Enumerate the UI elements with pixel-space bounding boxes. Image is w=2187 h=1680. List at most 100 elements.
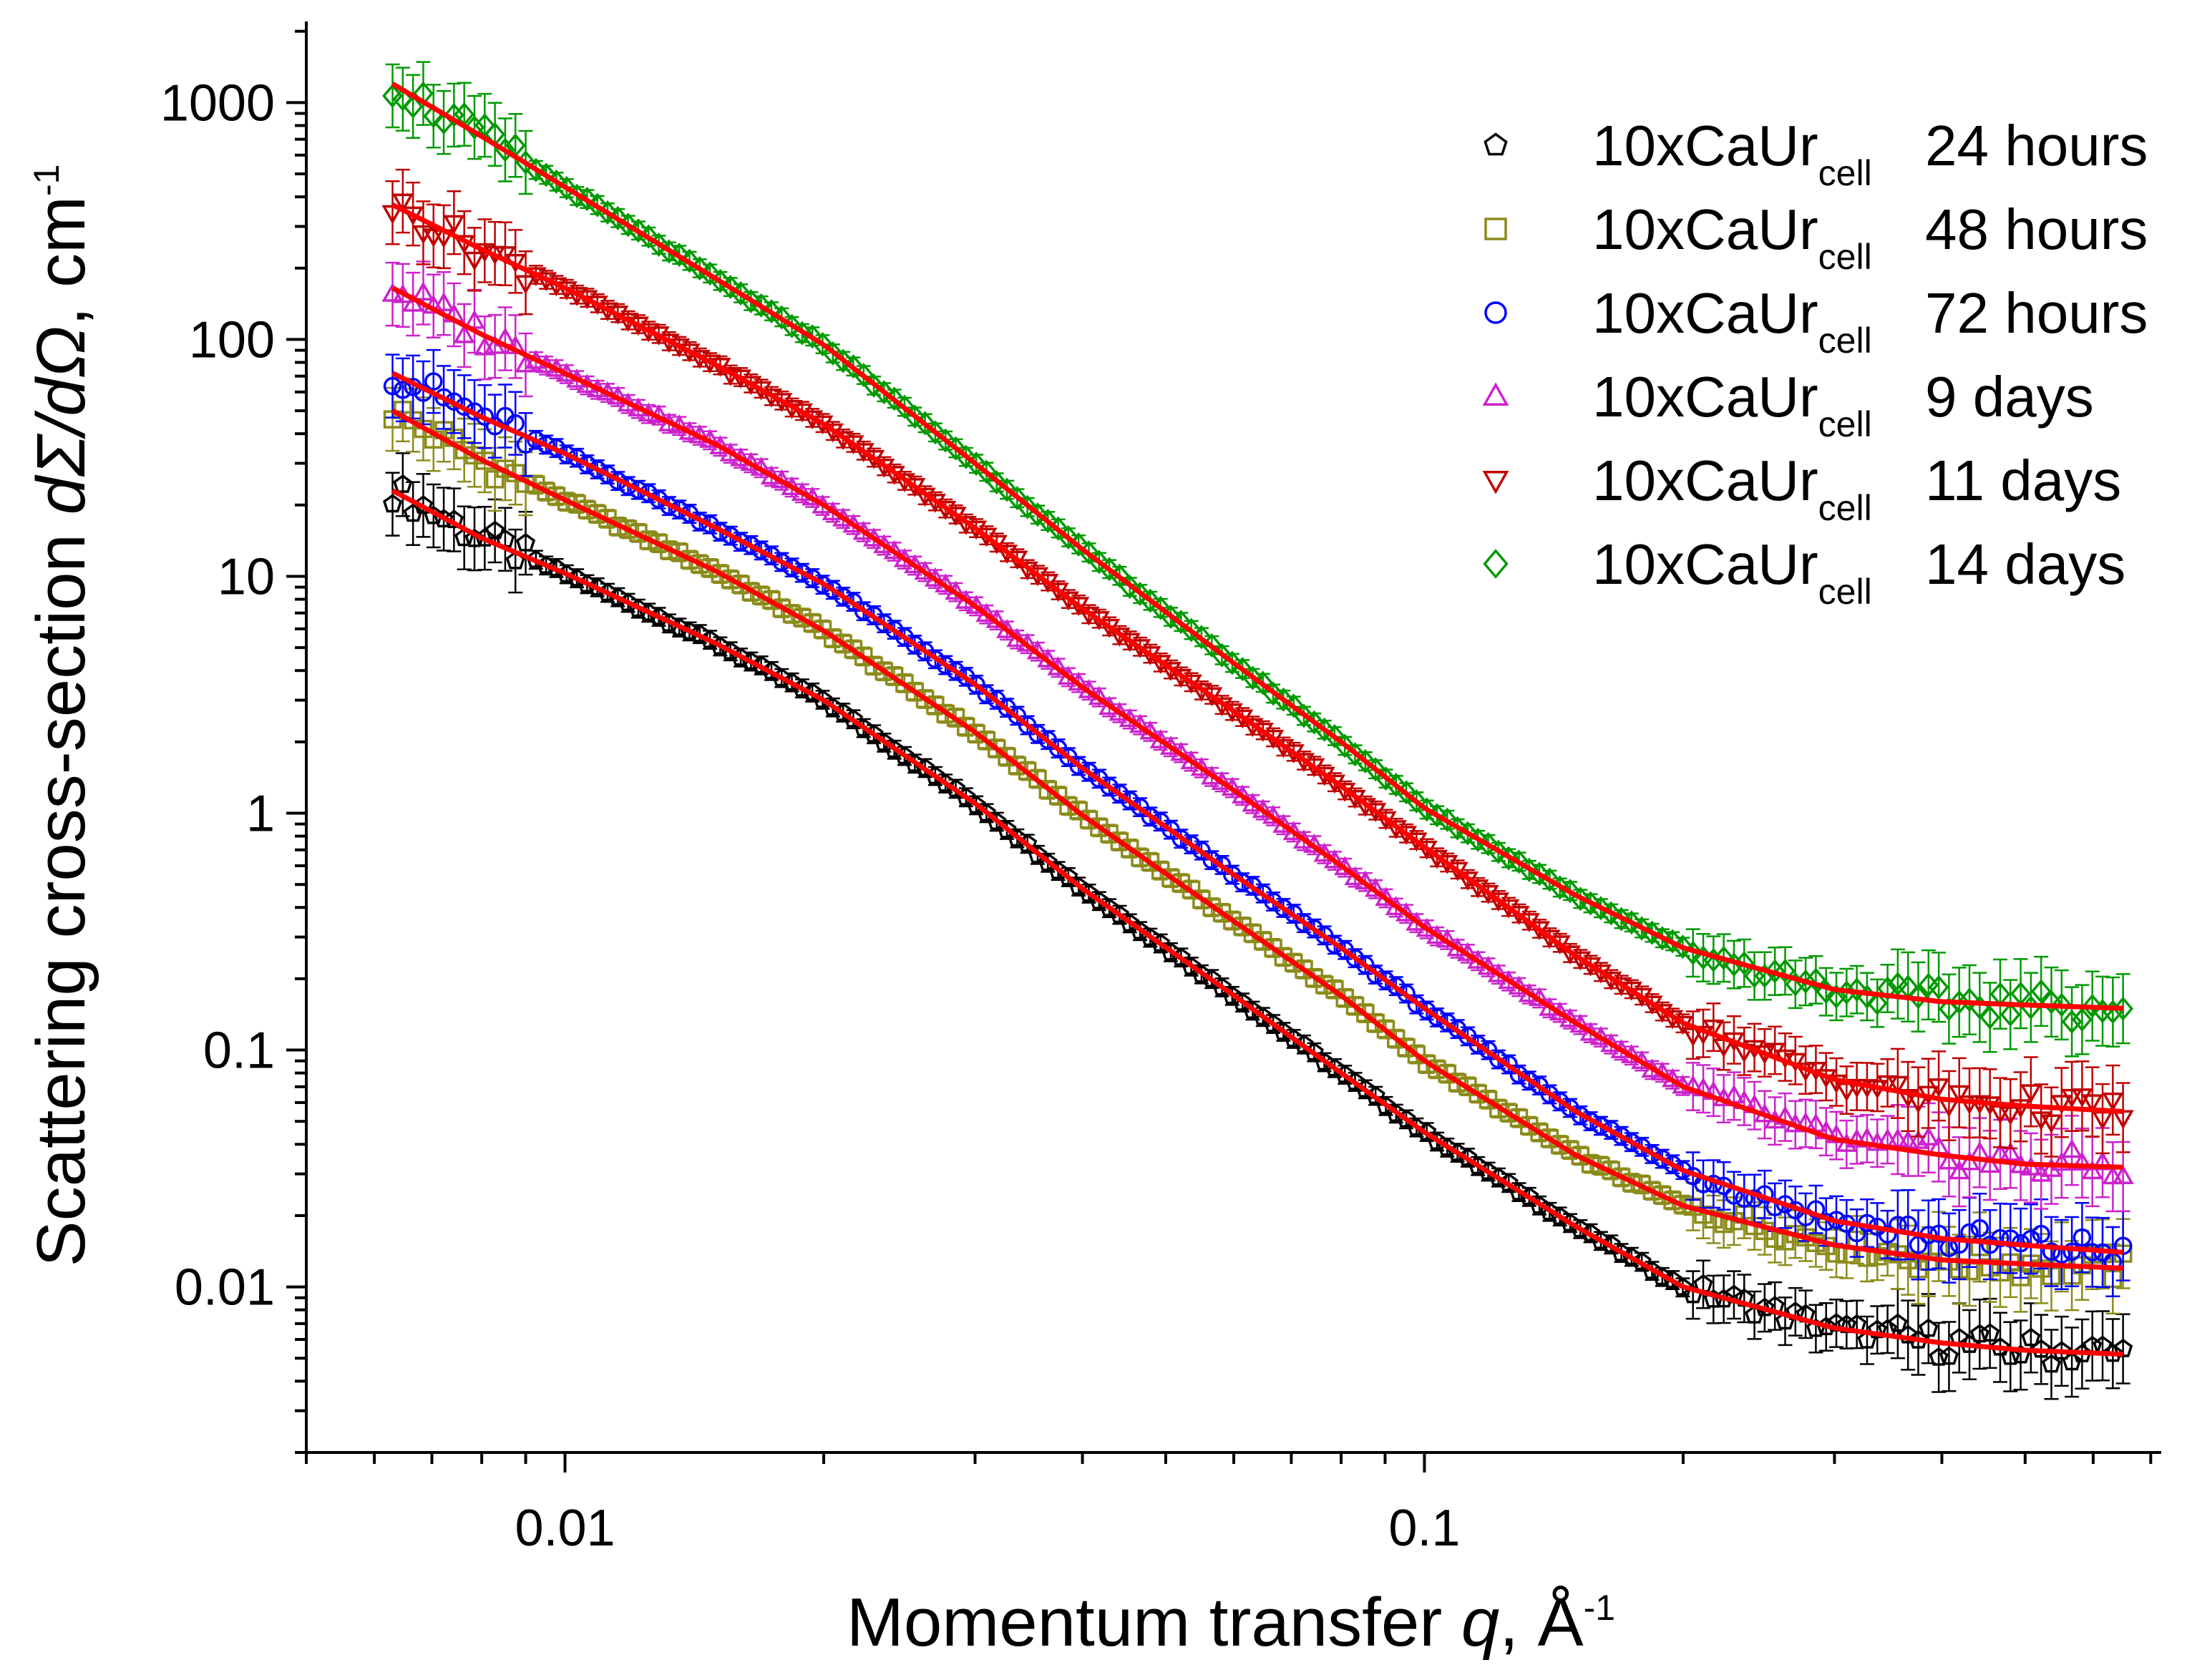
- data-point: [1622, 1173, 1641, 1192]
- data-point: [1919, 1318, 1939, 1337]
- data-point: [957, 717, 975, 736]
- data-point: [782, 605, 802, 623]
- data-point: [403, 503, 423, 522]
- data-point: [1028, 725, 1047, 743]
- data-point: [1755, 1221, 1774, 1241]
- data-point: [1325, 935, 1344, 954]
- data-point: [1949, 990, 1970, 1015]
- data-point: [2020, 1084, 2042, 1104]
- data-point: [2071, 1151, 2093, 1171]
- data-point: [1979, 1005, 2001, 1030]
- data-point: [711, 565, 730, 583]
- data-point: [1948, 1160, 1970, 1180]
- data-point: [1141, 807, 1160, 826]
- legend-marker: [1483, 549, 1509, 579]
- data-point: [464, 115, 485, 140]
- legend-item-3: 10xCaUrcell 9 days: [1482, 365, 2094, 444]
- data-point: [1233, 873, 1252, 892]
- data-point: [2040, 1114, 2062, 1134]
- legend-subscript: cell: [1818, 237, 1872, 277]
- y-axis-title-sup: -1: [26, 165, 67, 196]
- data-point: [1877, 976, 1898, 1001]
- data-point: [2042, 1242, 2061, 1261]
- data-point: [936, 704, 955, 723]
- data-point: [741, 582, 761, 601]
- data-point: [1908, 985, 1929, 1010]
- data-point: [2103, 1343, 2123, 1362]
- data-point: [1509, 1065, 1529, 1084]
- data-point: [1878, 1225, 1897, 1244]
- data-point: [1867, 1319, 1887, 1339]
- data-point: [2113, 996, 2134, 1021]
- data-point: [1889, 1245, 1907, 1264]
- data-point: [1274, 899, 1293, 917]
- x-tick-label: 0.01: [515, 1500, 615, 1557]
- data-point: [1775, 958, 1796, 983]
- data-point: [1703, 1020, 1725, 1039]
- data-point: [1682, 1075, 1704, 1095]
- data-point: [1990, 1337, 2010, 1356]
- data-point: [1888, 1313, 1908, 1332]
- data-point: [414, 419, 433, 439]
- legend-name: 10xCaUr: [1592, 449, 1818, 512]
- y-tick-label: 10: [218, 548, 275, 605]
- data-point: [2102, 1165, 2124, 1185]
- data-point: [463, 309, 486, 329]
- data-point: [443, 102, 464, 127]
- data-point: [1612, 1168, 1631, 1187]
- legend-label: 10xCaUrcell 14 days: [1592, 532, 2125, 612]
- data-point: [1929, 1224, 1948, 1244]
- data-point: [402, 94, 424, 119]
- data-point: [1028, 844, 1048, 864]
- data-point: [1704, 1210, 1723, 1229]
- legend-item-0: 10xCaUrcell 24 hours: [1484, 114, 2148, 193]
- legend-label: 10xCaUrcell 48 hours: [1592, 197, 2148, 277]
- data-point: [1898, 1324, 1918, 1344]
- legend-marker: [1482, 382, 1509, 406]
- x-axis-title-var: q: [1461, 1584, 1499, 1661]
- data-point: [2061, 1088, 2083, 1108]
- data-point: [936, 655, 955, 675]
- data-point: [383, 376, 402, 396]
- data-point: [2031, 1339, 2051, 1358]
- data-point: [1806, 1234, 1826, 1252]
- data-point: [2082, 994, 2103, 1019]
- fit-curve-4: [391, 202, 2123, 1114]
- data-point: [813, 575, 832, 594]
- data-point: [1202, 851, 1221, 869]
- data-point: [977, 685, 996, 704]
- data-point: [1274, 947, 1293, 967]
- data-point: [1489, 1099, 1508, 1118]
- data-point: [1642, 1181, 1662, 1201]
- data-point: [2072, 1228, 2092, 1247]
- data-point: [2052, 1341, 2072, 1360]
- data-point: [1385, 896, 1407, 916]
- fit-curve-3: [391, 285, 2123, 1170]
- data-point: [1305, 969, 1324, 987]
- data-point: [537, 435, 555, 454]
- data-point: [926, 650, 945, 669]
- data-point: [1938, 1150, 1960, 1170]
- x-axis-title: Momentum transfer q, Å-1: [847, 1584, 1615, 1661]
- data-point: [598, 509, 617, 528]
- data-point: [1448, 1073, 1467, 1092]
- data-point: [1764, 959, 1786, 984]
- legend-marker: [1482, 471, 1509, 494]
- legend-name: 10xCaUr: [1592, 532, 1818, 596]
- data-point: [1886, 1128, 1909, 1148]
- data-point: [2113, 1338, 2133, 1357]
- data-point: [824, 629, 842, 648]
- legend-item-2: 10xCaUrcell 72 hours: [1484, 281, 2148, 361]
- data-point: [1059, 796, 1078, 816]
- legend-subscript: cell: [1818, 488, 1872, 528]
- data-point: [2050, 1151, 2072, 1171]
- legend-time: 72 hours: [1925, 281, 2148, 345]
- data-point: [793, 563, 812, 582]
- data-point: [782, 558, 802, 577]
- fit-curve-1: [391, 409, 2123, 1271]
- data-point: [1733, 951, 1755, 976]
- data-point: [515, 532, 536, 552]
- data-point: [1366, 965, 1385, 984]
- data-point: [1663, 1155, 1682, 1174]
- data-point: [2072, 1007, 2093, 1032]
